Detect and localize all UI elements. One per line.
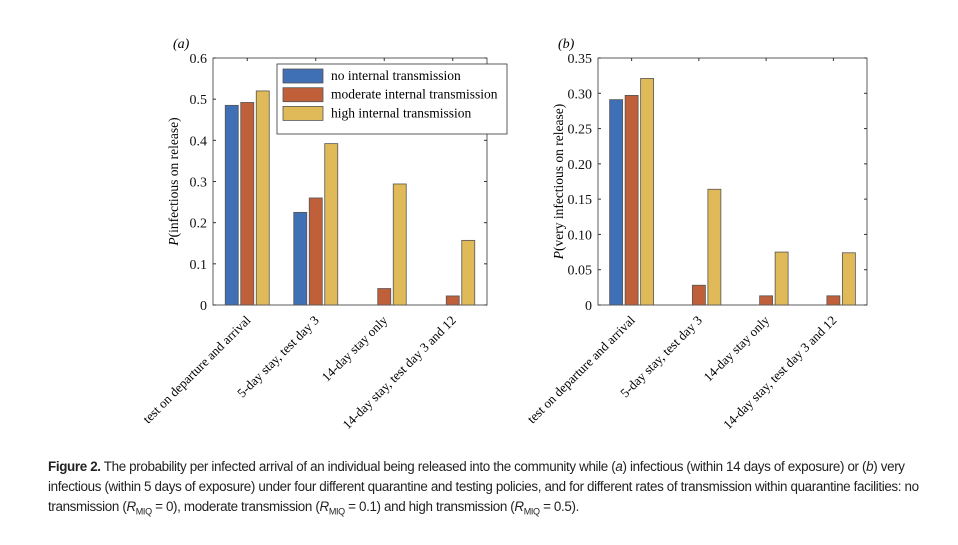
bar <box>609 99 624 306</box>
caption-text: ) very infectious (within 5 days of expo… <box>48 459 919 514</box>
caption-text: The probability per infected arrival of … <box>100 459 616 474</box>
caption-symbol: R <box>126 499 136 514</box>
y-tick-label: 0.2 <box>190 217 208 232</box>
y-tick-label: 0.20 <box>568 158 593 173</box>
caption-text: b <box>866 459 874 474</box>
bar <box>224 104 239 306</box>
legend-label: moderate internal transmission <box>331 87 498 102</box>
caption-text: = 0.1) and high transmission ( <box>344 499 515 514</box>
y-tick-label: 0 <box>200 299 207 314</box>
y-tick-label: 0 <box>585 299 592 314</box>
y-tick-label: 0.05 <box>568 264 593 279</box>
y-tick-label: 0.4 <box>190 134 208 149</box>
bar <box>707 188 722 306</box>
y-tick-label: 0.10 <box>568 228 593 243</box>
bar <box>461 239 476 306</box>
x-tick-label: 14-day stay only <box>700 312 772 384</box>
caption-text: a <box>615 459 623 474</box>
legend-swatch <box>282 87 324 103</box>
y-tick-label: 0.30 <box>568 87 593 102</box>
bar <box>308 197 323 306</box>
bar <box>826 295 841 306</box>
panel-label: (a) <box>173 37 190 52</box>
y-axis-label: P(very infectious on release) <box>551 104 566 261</box>
caption-subscript: MIQ <box>328 506 345 517</box>
caption-subscript: MIQ <box>135 506 152 517</box>
bar <box>841 252 856 306</box>
y-tick-label: 0.25 <box>568 123 593 138</box>
bar <box>377 288 392 306</box>
caption-symbol: R <box>319 499 329 514</box>
bar <box>759 295 774 306</box>
x-tick-label: 14-day stay, test day 3 and 12 <box>720 313 840 433</box>
bar <box>445 295 460 306</box>
x-tick-label: 14-day stay, test day 3 and 12 <box>339 313 459 433</box>
bar <box>640 78 655 306</box>
x-tick-label: test on departure and arrival <box>524 312 638 426</box>
bar <box>324 143 339 306</box>
figure-caption: Figure 2. The probability per infected a… <box>48 457 948 522</box>
bar <box>293 211 308 306</box>
y-tick-label: 0.6 <box>190 52 208 67</box>
legend-swatch <box>282 68 324 84</box>
plot-frame <box>597 57 868 306</box>
caption-label: Figure 2. <box>48 459 101 474</box>
y-axis-label: P(infectious on release) <box>166 117 181 246</box>
caption-text: = 0.5). <box>539 499 579 514</box>
y-tick-label: 0.3 <box>190 176 208 191</box>
caption-text: ) infectious (within 14 days of exposure… <box>622 459 867 474</box>
y-tick-label: 0.35 <box>568 52 593 67</box>
y-tick-label: 0.1 <box>190 258 208 273</box>
caption-symbol: R <box>514 499 524 514</box>
legend-swatch <box>282 106 324 121</box>
bar <box>240 102 255 306</box>
legend-label: no internal transmission <box>331 68 461 83</box>
x-tick-label: 14-day stay only <box>318 312 390 384</box>
bar <box>255 90 270 306</box>
y-tick-label: 0.15 <box>568 193 593 208</box>
caption-subscript: MIQ <box>523 506 540 517</box>
legend-label: high internal transmission <box>331 105 471 120</box>
caption-text: = 0), moderate transmission ( <box>151 499 320 514</box>
panel-label: (b) <box>558 37 575 52</box>
bar <box>392 183 407 306</box>
bar <box>774 251 789 306</box>
bar <box>691 284 706 306</box>
bar <box>624 95 639 306</box>
y-tick-label: 0.5 <box>190 93 208 108</box>
x-tick-label: test on departure and arrival <box>140 312 254 426</box>
